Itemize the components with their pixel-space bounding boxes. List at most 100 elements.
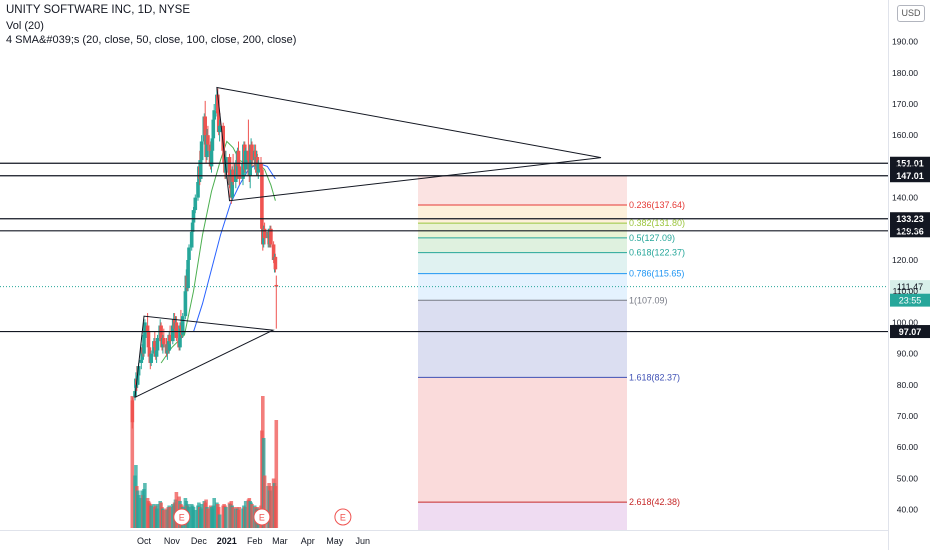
trendline-triangle-dec[interactable] (216, 86, 602, 202)
candle-body[interactable] (198, 160, 203, 179)
countdown-tag (890, 293, 930, 307)
candle-body[interactable] (203, 116, 207, 136)
price-tick-label: 70.00 (897, 411, 919, 421)
candle-body[interactable] (191, 210, 196, 223)
candle-body[interactable] (212, 110, 216, 120)
fib-zone-1618-2618 (418, 377, 627, 503)
candle-body[interactable] (159, 325, 163, 342)
candle-body[interactable] (193, 197, 198, 211)
candle-body[interactable] (221, 125, 225, 151)
fib-level-label: 0.618(122.37) (629, 248, 685, 258)
candle-body[interactable] (146, 331, 151, 348)
candle-body[interactable] (154, 350, 159, 357)
fib-level-label: 1(107.09) (629, 295, 668, 305)
volume-indicator-label[interactable]: Vol (20) (6, 20, 44, 32)
trendline-triangle-oct[interactable] (134, 315, 275, 399)
candle-body[interactable] (269, 228, 273, 245)
candle-body[interactable] (190, 222, 195, 232)
price-tick-label: 100.00 (892, 317, 918, 327)
candle-body[interactable] (147, 347, 152, 357)
level-price-tag (890, 169, 930, 183)
volume-bar (274, 420, 279, 528)
candle-body[interactable] (174, 322, 179, 338)
candle-body[interactable] (250, 144, 254, 161)
candle-body[interactable] (186, 260, 190, 289)
volume-bar (193, 510, 198, 528)
candle-body[interactable] (162, 338, 166, 345)
candle-body[interactable] (216, 113, 221, 133)
drawings-layer (134, 86, 602, 399)
candle-body[interactable] (145, 325, 150, 332)
candle-body[interactable] (260, 169, 264, 229)
candle-body[interactable] (142, 334, 146, 354)
candle-body[interactable] (273, 256, 278, 270)
candle-body[interactable] (187, 247, 191, 260)
earnings-marker-label: E (179, 513, 185, 523)
candle-body[interactable] (153, 341, 157, 348)
volume-bar (269, 486, 273, 528)
earnings-marker-icon[interactable] (334, 508, 352, 526)
candle-body[interactable] (243, 150, 248, 170)
candle-body[interactable] (136, 366, 141, 376)
candle-body[interactable] (135, 375, 140, 385)
candle-body[interactable] (205, 135, 209, 158)
earnings-marker-label: E (259, 513, 265, 523)
price-tick-label: 130.00 (892, 224, 918, 234)
candle-body[interactable] (183, 291, 188, 317)
level-price-tag (890, 212, 930, 226)
candle-body[interactable] (180, 316, 185, 335)
candle-body[interactable] (199, 141, 204, 161)
sma-indicator-label[interactable]: 4 SMA&#039;s (20, close, 50, close, 100,… (6, 34, 297, 46)
candle-body[interactable] (241, 163, 245, 179)
fib-level-label: 0.786(115.65) (629, 269, 684, 279)
current-price-tag (890, 280, 930, 294)
price-tick-label: 40.00 (897, 505, 919, 515)
candle-body[interactable] (230, 169, 234, 198)
volume-bar (206, 508, 210, 528)
candle-body[interactable] (246, 150, 251, 161)
fib-level-label: 1.618(82.37) (629, 372, 680, 382)
fib-level-label: 0.382(131.80) (629, 218, 685, 228)
candle-body[interactable] (216, 94, 220, 114)
candle-body[interactable] (209, 150, 214, 167)
candle-body[interactable] (259, 163, 263, 170)
currency-button[interactable]: USD (897, 5, 925, 22)
fib-zone-05-0618 (418, 237, 627, 253)
candle-body[interactable] (227, 157, 232, 186)
time-tick-label: 2021 (217, 536, 237, 546)
candle-body[interactable] (168, 334, 172, 342)
candle-body[interactable] (189, 231, 194, 248)
candle-body[interactable] (210, 138, 215, 151)
earnings-marker-icon[interactable] (253, 508, 271, 526)
candle-body[interactable] (167, 334, 171, 351)
candle-body[interactable] (149, 353, 153, 363)
candle-body[interactable] (262, 228, 267, 239)
level-price-label: 147.01 (896, 171, 924, 181)
candle-body[interactable] (143, 322, 147, 338)
candle-body[interactable] (196, 182, 200, 198)
candle-body[interactable] (155, 338, 160, 351)
level-price-label: 97.07 (899, 327, 922, 337)
candle-body[interactable] (206, 135, 210, 145)
candle-body[interactable] (211, 119, 216, 139)
level-price-label: 133.23 (896, 214, 924, 224)
earnings-marker-icon[interactable] (173, 508, 191, 526)
fib-zone-0-0236 (418, 175, 627, 205)
price-tick-label: 140.00 (892, 193, 918, 203)
candle-body[interactable] (248, 163, 252, 176)
candle-body[interactable] (139, 359, 144, 363)
candle-body[interactable] (274, 284, 279, 287)
candle-body[interactable] (256, 163, 261, 173)
candle-body[interactable] (217, 125, 222, 133)
fib-level-label: 2.618(42.38) (629, 497, 680, 507)
candle-body[interactable] (171, 325, 175, 342)
candle-body[interactable] (130, 400, 135, 423)
candle-body[interactable] (178, 325, 182, 348)
levels-layer: 151.01 147.01 133.23 129.36 97.07 111.47 23:55 (0, 156, 930, 339)
candle-body[interactable] (237, 166, 242, 179)
candle-body[interactable] (271, 244, 276, 260)
candle-body[interactable] (236, 150, 241, 167)
